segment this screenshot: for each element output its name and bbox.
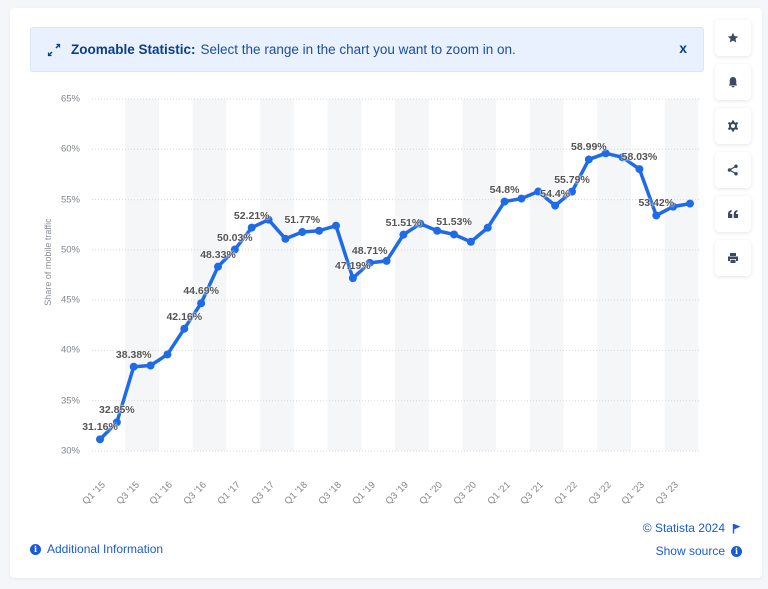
data-label: 53.42%: [638, 197, 675, 210]
y-tick-label: 65%: [60, 93, 80, 105]
data-point: [568, 187, 576, 196]
printer-icon: [728, 253, 738, 263]
y-tick-label: 30%: [60, 445, 80, 457]
data-point: [652, 211, 661, 220]
y-tick-label: 35%: [60, 395, 80, 407]
data-label: 38.38%: [115, 348, 152, 361]
data-point: [433, 226, 442, 235]
y-tick-label: 50%: [60, 244, 80, 256]
data-point: [500, 197, 509, 206]
data-point: [180, 324, 189, 333]
data-point: [551, 201, 560, 210]
share-button[interactable]: [715, 152, 751, 188]
data-point: [618, 153, 627, 162]
favorite-button[interactable]: [715, 20, 751, 56]
zoomable-banner: Zoomable Statistic: Select the range in …: [30, 27, 704, 72]
y-tick-label: 55%: [60, 194, 80, 206]
y-axis-title: Share of mobile traffic: [43, 218, 53, 306]
copyright-text: © Statista 2024: [642, 521, 725, 535]
data-label: 52.21%: [233, 209, 270, 222]
data-label: 31.16%: [82, 421, 118, 434]
data-point: [483, 223, 492, 232]
data-point: [264, 215, 273, 224]
data-point: [584, 155, 593, 164]
data-point: [298, 228, 307, 237]
show-source-label: Show source: [655, 544, 725, 558]
data-point: [315, 226, 324, 235]
data-point: [635, 165, 644, 174]
data-point: [197, 299, 206, 308]
data-point: [247, 223, 256, 232]
copyright[interactable]: © Statista 2024: [643, 521, 742, 535]
data-point: [129, 362, 138, 371]
data-point: [450, 230, 458, 239]
additional-information-label: Additional Information: [47, 542, 164, 556]
data-label: 51.77%: [284, 214, 321, 227]
data-point: [214, 262, 222, 271]
data-point: [669, 202, 678, 211]
data-point: [365, 258, 374, 267]
y-tick-label: 60%: [60, 143, 80, 155]
share-icon: [727, 164, 738, 176]
data-point: [416, 219, 425, 228]
data-point: [601, 149, 610, 158]
data-point: [534, 187, 543, 196]
data-label: 48.71%: [351, 244, 388, 257]
y-tick-label: 45%: [60, 294, 80, 306]
banner-message: Select the range in the chart you want t…: [200, 42, 516, 57]
expand-arrows-icon: [47, 43, 61, 56]
sidebar-tools: [715, 20, 751, 284]
data-point: [163, 350, 172, 359]
data-point: [230, 245, 239, 254]
data-label: 44.69%: [183, 285, 219, 298]
data-label: 51.53%: [436, 216, 472, 229]
banner-title: Zoomable Statistic:: [71, 42, 196, 57]
data-label: 58.99%: [571, 141, 607, 154]
settings-button[interactable]: [715, 108, 751, 144]
info-icon: i: [30, 543, 41, 555]
gear-icon: [727, 120, 739, 132]
data-point: [466, 237, 475, 246]
info-icon: i: [731, 545, 742, 557]
bell-icon: [728, 77, 738, 88]
print-button[interactable]: [715, 240, 751, 276]
show-source-link[interactable]: Show source i: [656, 544, 742, 558]
quote-icon: [728, 210, 738, 218]
data-label: 42.16%: [166, 310, 203, 323]
data-point: [382, 256, 391, 265]
data-label: 50.03%: [217, 231, 253, 244]
data-point: [146, 361, 155, 370]
data-label: 47.19%: [335, 260, 371, 273]
data-point: [686, 199, 694, 208]
data-point: [517, 194, 526, 203]
data-label: 54.8%: [489, 183, 520, 196]
data-point: [332, 221, 340, 230]
flag-icon: [732, 523, 741, 533]
notification-button[interactable]: [715, 64, 751, 100]
close-banner-button[interactable]: x: [679, 40, 687, 56]
data-label: 32.85%: [99, 404, 135, 417]
additional-information-link[interactable]: i Additional Information: [30, 542, 163, 556]
data-point: [348, 274, 357, 283]
y-tick-label: 40%: [60, 344, 80, 356]
star-icon: [727, 32, 739, 43]
cite-button[interactable]: [715, 196, 751, 232]
data-label: 51.51%: [385, 216, 422, 229]
data-label: 55.79%: [554, 173, 590, 186]
data-point: [96, 435, 104, 444]
data-point: [399, 230, 408, 239]
data-point: [112, 418, 121, 427]
data-label: 48.33%: [200, 248, 236, 261]
data-label: 58.03%: [621, 151, 658, 164]
data-label: 54.4%: [540, 187, 571, 200]
data-point: [281, 234, 290, 243]
